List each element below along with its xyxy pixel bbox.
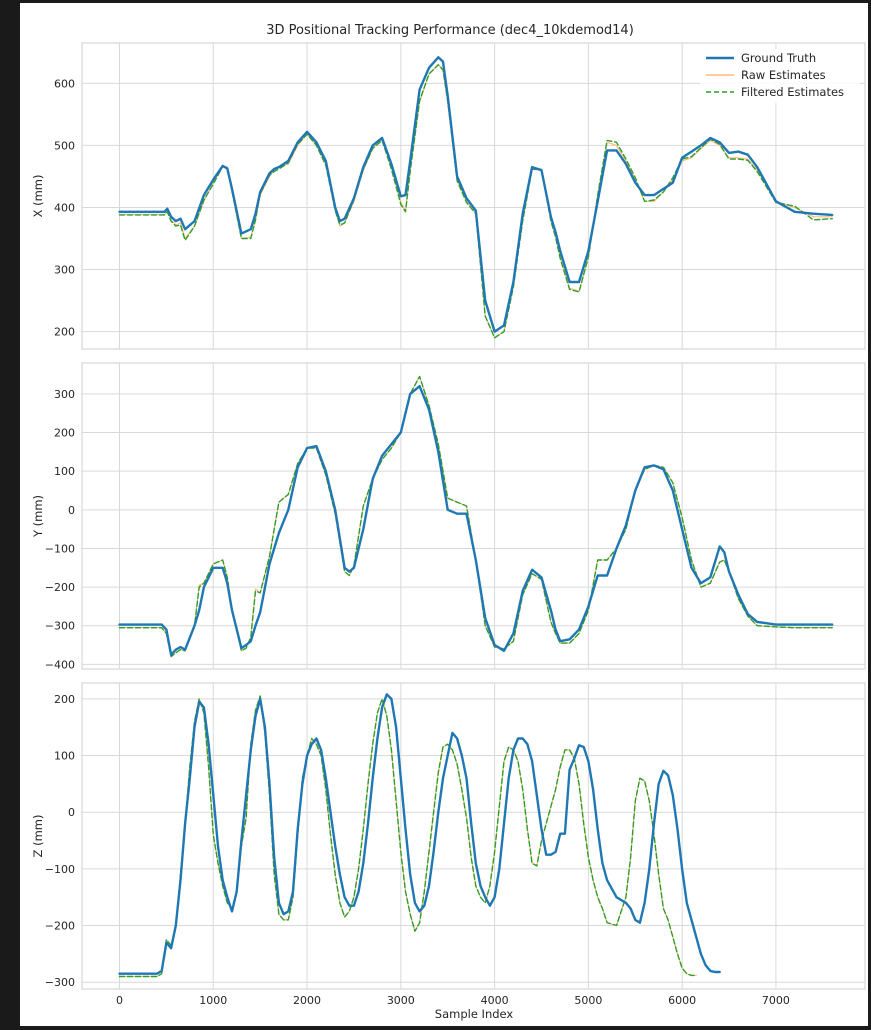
x-tick-label: 5000 — [574, 994, 602, 1007]
legend: Ground Truth Raw Estimates Filtered Esti… — [700, 49, 860, 103]
panel-y-ytick-label: 300 — [54, 388, 75, 401]
legend-label-ground-truth: Ground Truth — [741, 51, 816, 65]
panel-y-series-ground-truth — [118, 385, 834, 656]
x-axis-label: Sample Index — [435, 1007, 514, 1021]
x-tick-label: 6000 — [668, 994, 696, 1007]
x-tick-label: 0 — [116, 994, 123, 1007]
panel-y-ylabel: Y (mm) — [31, 495, 45, 538]
panel-x-ytick-label: 300 — [54, 264, 75, 277]
panel-x-yticks: 200 300 400 500 600 — [54, 77, 75, 338]
figure-title: 3D Positional Tracking Performance (dec4… — [266, 23, 634, 38]
panel-y-ytick-label: 200 — [54, 427, 75, 440]
panel-x-frame — [81, 42, 866, 350]
panel-z-frame — [81, 682, 866, 990]
panel-x: 200 300 400 500 600 X (mm) — [31, 42, 866, 350]
panel-z-xticks: 0 1000 2000 3000 4000 5000 6000 7000 — [116, 994, 790, 1007]
panel-z-ylabel: Z (mm) — [31, 815, 45, 858]
x-tick-label: 1000 — [199, 994, 227, 1007]
x-tick-label: 4000 — [481, 994, 509, 1007]
x-tick-label: 3000 — [387, 994, 415, 1007]
panel-y-series-raw-estimates — [118, 375, 833, 658]
panel-y: 300 200 100 0 −100 −200 −300 −400 Y (mm) — [31, 362, 866, 671]
panel-y-ytick-label: −300 — [45, 620, 75, 633]
x-tick-label: 7000 — [762, 994, 790, 1007]
panel-x-ytick-label: 400 — [54, 201, 75, 214]
legend-label-filtered-estimates: Filtered Estimates — [741, 85, 844, 99]
figure-canvas: 3D Positional Tracking Performance (dec4… — [20, 3, 868, 1026]
panel-z-ytick-label: 0 — [68, 806, 75, 819]
panel-y-ytick-label: −400 — [45, 658, 75, 671]
panel-x-series-ground-truth — [118, 56, 834, 333]
panel-x-ytick-label: 200 — [54, 326, 75, 339]
panel-x-ylabel: X (mm) — [31, 175, 45, 218]
panel-z-yticks: 200 100 0 −100 −200 −300 — [45, 693, 75, 989]
panel-x-ytick-label: 600 — [54, 77, 75, 90]
panel-y-ytick-label: 0 — [68, 504, 75, 517]
legend-label-raw-estimates: Raw Estimates — [741, 68, 826, 82]
panel-x-series-raw-estimates — [118, 64, 833, 339]
panel-z-series-filtered-estimates — [118, 695, 697, 978]
panel-x-ytick-label: 500 — [54, 139, 75, 152]
panel-y-ytick-label: −100 — [45, 542, 75, 555]
tracking-figure: 3D Positional Tracking Performance (dec4… — [31, 23, 866, 1021]
panel-z-ytick-label: −200 — [45, 920, 75, 933]
panel-y-yticks: 300 200 100 0 −100 −200 −300 −400 — [45, 388, 75, 671]
panel-y-frame — [81, 362, 866, 670]
panel-x-series-filtered-estimates — [118, 64, 833, 339]
panel-z-grid — [82, 683, 865, 989]
panel-z-ytick-label: −100 — [45, 863, 75, 876]
panel-z-ytick-label: −300 — [45, 976, 75, 989]
panel-y-grid — [82, 363, 865, 669]
panel-z-series-ground-truth — [118, 693, 721, 975]
panel-y-series-filtered-estimates — [118, 375, 833, 658]
panel-z-lines — [118, 693, 721, 978]
panel-x-grid — [82, 43, 865, 349]
panel-y-lines — [118, 375, 834, 658]
panel-z-ytick-label: 200 — [54, 693, 75, 706]
panel-x-lines — [118, 56, 834, 339]
x-tick-label: 2000 — [293, 994, 321, 1007]
panel-y-ytick-label: −200 — [45, 581, 75, 594]
panel-y-ytick-label: 100 — [54, 465, 75, 478]
panel-z-ytick-label: 100 — [54, 750, 75, 763]
